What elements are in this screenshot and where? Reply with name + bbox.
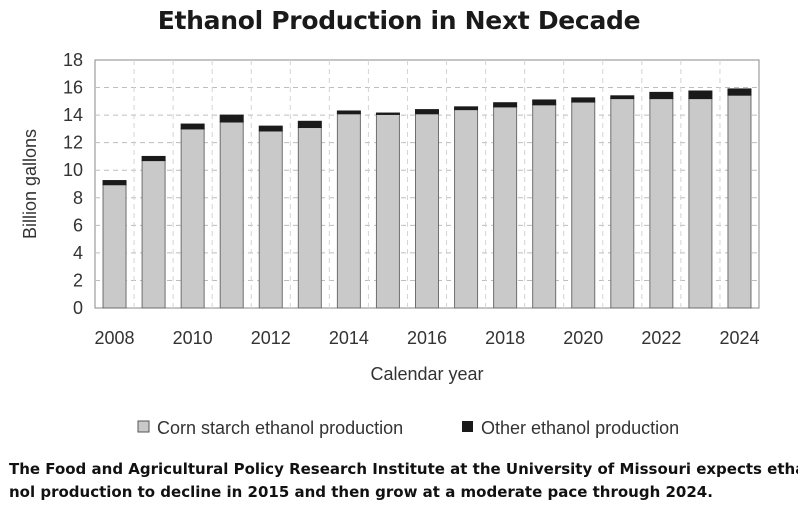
bar-corn-starch-2012 <box>258 130 283 309</box>
y-tick-label: 8 <box>73 188 83 208</box>
bar-corn-starch-2023 <box>688 98 713 309</box>
bar-other-2024 <box>727 88 752 96</box>
bar-corn-starch-2019 <box>532 104 557 309</box>
caption: The Food and Agricultural Policy Researc… <box>9 458 798 504</box>
bar-other-2014 <box>336 110 361 115</box>
bar-other-2012 <box>258 125 283 132</box>
x-tick-label: 2014 <box>329 328 369 348</box>
chart-title: Ethanol Production in Next Decade <box>157 6 641 35</box>
y-tick-label: 6 <box>73 215 83 235</box>
y-tick-label: 4 <box>73 243 83 263</box>
legend-label-other: Other ethanol production <box>481 418 679 438</box>
bar-corn-starch-2015 <box>375 113 400 309</box>
bar-corn-starch-2024 <box>727 94 752 309</box>
bar-corn-starch-2020 <box>571 101 596 309</box>
bar-corn-starch-2008 <box>102 184 127 309</box>
bar-other-2013 <box>297 120 322 129</box>
legend-swatch-corn <box>137 420 150 433</box>
x-tick-label: 2016 <box>407 328 447 348</box>
gridlines <box>95 60 759 308</box>
bar-corn-starch-2014 <box>336 113 361 309</box>
bar-corn-starch-2009 <box>141 160 166 309</box>
x-tick-label: 2010 <box>173 328 213 348</box>
bar-other-2008 <box>102 180 127 186</box>
y-tick-label: 10 <box>63 160 83 180</box>
bar-corn-starch-2010 <box>180 128 205 309</box>
bar-other-2023 <box>688 90 713 100</box>
bar-other-2010 <box>180 123 205 130</box>
x-tick-label: 2024 <box>719 328 759 348</box>
bar-corn-starch-2018 <box>493 106 518 309</box>
x-axis-label: Calendar year <box>370 364 483 384</box>
x-tick-label: 2022 <box>641 328 681 348</box>
legend-swatch-other <box>462 421 473 432</box>
bar-corn-starch-2017 <box>454 109 479 309</box>
bars <box>102 88 752 309</box>
bar-other-2021 <box>610 95 635 100</box>
y-tick-label: 2 <box>73 270 83 290</box>
bar-corn-starch-2021 <box>610 98 635 309</box>
caption-line-1: The Food and Agricultural Policy Researc… <box>9 460 798 478</box>
y-tick-label: 12 <box>63 133 83 153</box>
bar-other-2009 <box>141 155 166 162</box>
y-tick-label: 0 <box>73 298 83 318</box>
x-tick-label: 2008 <box>95 328 135 348</box>
x-tick-label: 2012 <box>251 328 291 348</box>
chart: 0 2 4 6 8 10 12 14 16 18 2008 2010 2012 2014 2016 2018… <box>20 50 760 438</box>
bar-corn-starch-2011 <box>219 121 244 309</box>
bar-other-2011 <box>219 114 244 123</box>
legend: Corn starch ethanol production Other eth… <box>137 418 679 438</box>
caption-line-2: nol production to decline in 2015 and th… <box>9 483 713 501</box>
x-axis-ticks: 2008 2010 2012 2014 2016 2018 2020 2022 2024 <box>95 328 760 348</box>
bar-other-2022 <box>649 91 674 100</box>
bar-other-2017 <box>454 106 479 111</box>
bar-other-2018 <box>493 102 518 108</box>
y-tick-label: 14 <box>63 105 83 125</box>
bar-other-2016 <box>415 109 439 115</box>
bar-corn-starch-2013 <box>297 127 322 309</box>
x-tick-label: 2018 <box>485 328 525 348</box>
y-axis-label: Billion gallons <box>20 129 40 239</box>
bar-other-2015 <box>375 112 400 115</box>
bar-corn-starch-2016 <box>415 113 439 309</box>
bar-other-2019 <box>532 99 557 106</box>
y-tick-label: 16 <box>63 78 83 98</box>
bar-other-2020 <box>571 97 596 103</box>
legend-label-corn: Corn starch ethanol production <box>157 418 403 438</box>
x-tick-label: 2020 <box>563 328 603 348</box>
bar-corn-starch-2022 <box>649 98 674 309</box>
y-tick-label: 18 <box>63 50 83 70</box>
y-axis-ticks: 0 2 4 6 8 10 12 14 16 18 <box>63 50 83 318</box>
